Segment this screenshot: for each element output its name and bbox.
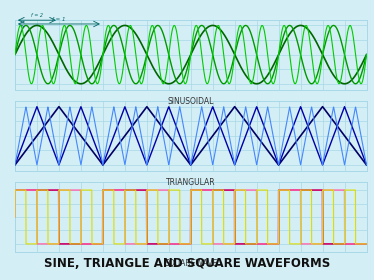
Text: f = 2: f = 2	[31, 13, 43, 18]
Text: SQUAREWAVE: SQUAREWAVE	[164, 259, 217, 268]
Text: TRIANGULAR: TRIANGULAR	[166, 178, 215, 187]
Text: SINUSOIDAL: SINUSOIDAL	[168, 97, 214, 106]
Text: SINE, TRIANGLE AND SQUARE WAVEFORMS: SINE, TRIANGLE AND SQUARE WAVEFORMS	[44, 257, 330, 270]
Text: f = 1: f = 1	[52, 17, 66, 22]
